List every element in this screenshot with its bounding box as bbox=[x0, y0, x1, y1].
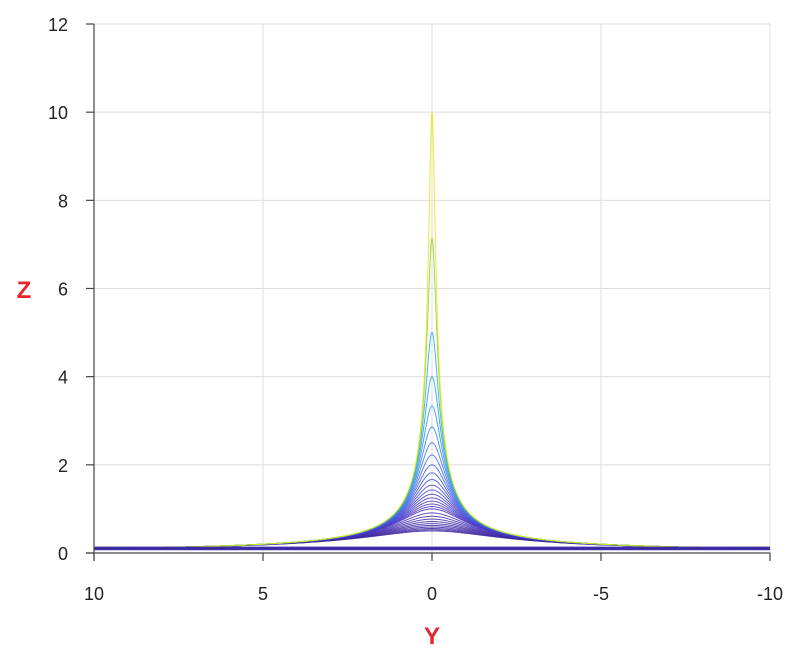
y-axis-title: Z bbox=[17, 277, 32, 304]
x-tick-label: 0 bbox=[427, 584, 437, 604]
axes bbox=[86, 23, 771, 561]
x-tick-labels: 10 5 0 -5 -10 bbox=[84, 584, 783, 604]
x-tick-label: -5 bbox=[593, 584, 609, 604]
y-tick-labels: 0 2 4 6 8 10 12 bbox=[48, 15, 68, 564]
y-tick-label: 6 bbox=[58, 280, 68, 300]
x-axis-title: Y bbox=[424, 623, 440, 650]
y-tick-label: 4 bbox=[58, 368, 68, 388]
y-tick-label: 2 bbox=[58, 456, 68, 476]
series-curve bbox=[93, 111, 771, 550]
y-tick-label: 10 bbox=[48, 103, 68, 123]
mesh-floor bbox=[94, 546, 770, 551]
y-tick-label: 12 bbox=[48, 15, 68, 35]
x-tick-label: -10 bbox=[757, 584, 783, 604]
x-tick-label: 5 bbox=[258, 584, 268, 604]
data-series bbox=[93, 111, 771, 551]
y-tick-label: 8 bbox=[58, 191, 68, 211]
y-tick-label: 0 bbox=[58, 544, 68, 564]
x-tick-label: 10 bbox=[84, 584, 104, 604]
grid-lines bbox=[93, 23, 771, 554]
